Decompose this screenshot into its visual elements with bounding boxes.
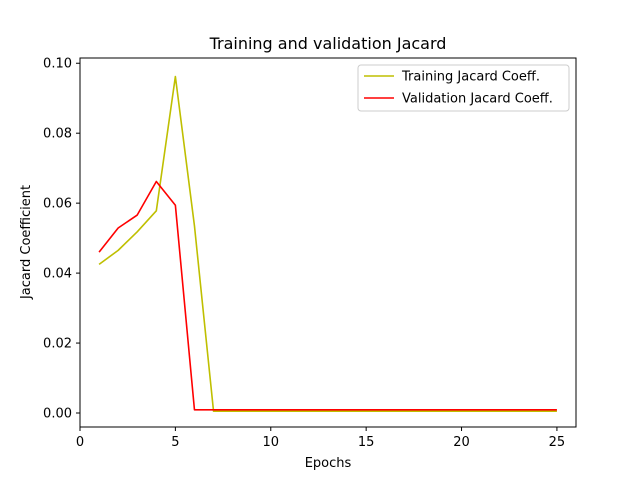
- y-tick-label: 0.04: [43, 267, 72, 282]
- x-tick-label: 0: [76, 435, 84, 450]
- x-tick-label: 5: [171, 435, 179, 450]
- x-tick-label: 15: [358, 435, 375, 450]
- plot-lines: [98, 75, 557, 413]
- x-tick-label: 20: [453, 435, 470, 450]
- x-tick-label: 25: [549, 435, 566, 450]
- x-axis-label: Epochs: [305, 456, 352, 471]
- y-tick-label: 0.06: [43, 197, 72, 212]
- series-line-1: [98, 75, 557, 413]
- y-tick-label: 0.02: [43, 337, 72, 352]
- y-axis: 0.00 0.02 0.04 0.06 0.08 0.10: [43, 57, 80, 422]
- legend-box: [357, 64, 570, 112]
- legend: Training Jacard Coeff. Validation Jacard …: [357, 64, 570, 112]
- x-axis: 0 5 10 15 20 25: [76, 427, 565, 450]
- legend-label-2: Validation Jacard Coeff.: [402, 92, 553, 107]
- x-tick-label: 10: [262, 435, 279, 450]
- y-tick-label: 0.00: [43, 407, 72, 422]
- y-tick-label: 0.08: [43, 127, 72, 142]
- chart-title: Training and validation Jacard: [209, 34, 447, 53]
- legend-label-1: Training Jacard Coeff.: [401, 70, 540, 85]
- plot-frame: [79, 57, 577, 428]
- y-tick-label: 0.10: [43, 57, 72, 72]
- series-line-2: [98, 180, 557, 411]
- y-axis-label: Jacard Coefficient: [19, 185, 34, 300]
